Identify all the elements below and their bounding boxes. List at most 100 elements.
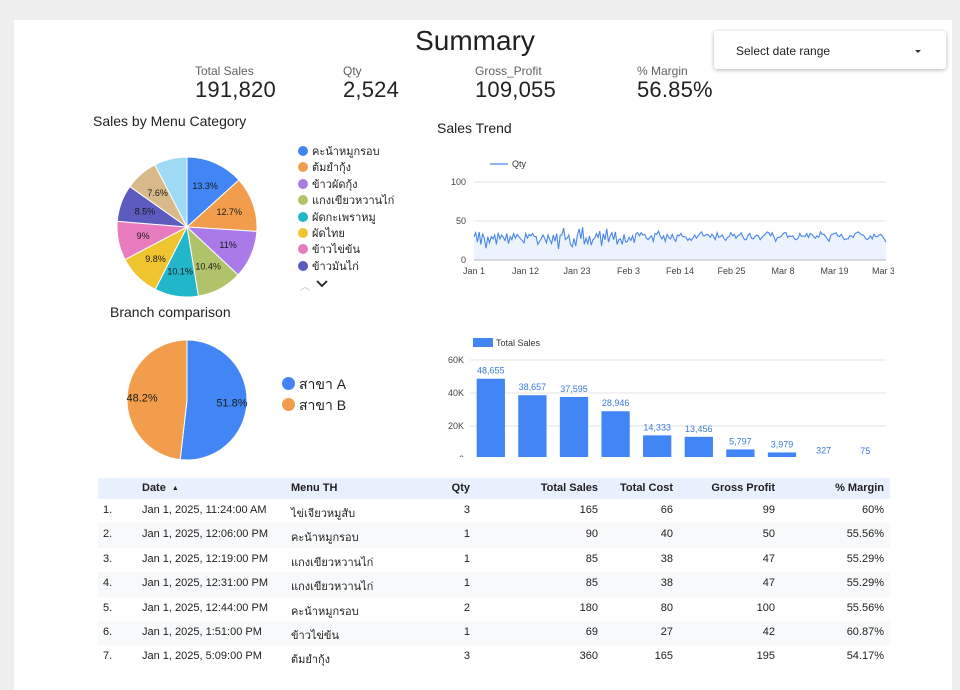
col-menu[interactable]: Menu TH — [291, 482, 338, 494]
cell-date: Jan 1, 2025, 12:19:00 PM — [142, 552, 268, 565]
pie-slice[interactable] — [126, 339, 188, 461]
table-row[interactable]: 4. Jan 1, 2025, 12:31:00 PM แกงเขียวหวานไก… — [98, 572, 890, 597]
cell-profit: 47 — [762, 577, 775, 590]
cell-cost: 66 — [660, 504, 673, 516]
cell-qty: 3 — [463, 650, 470, 663]
sales-trend-title: Sales Trend — [437, 120, 512, 136]
branch-title: Branch comparison — [110, 304, 231, 320]
report-canvas: Summary Select date range Total Sales 19… — [14, 20, 952, 690]
cell-idx: 4. — [103, 577, 113, 590]
legend-label: สาขา A — [299, 376, 347, 392]
table-row[interactable]: 3. Jan 1, 2025, 12:19:00 PM แกงเขียวหวานไก… — [98, 548, 890, 572]
dropdown-arrow-icon — [915, 50, 921, 53]
cell-qty: 3 — [463, 504, 470, 516]
bar[interactable] — [643, 435, 672, 457]
legend-label: สาขา B — [299, 397, 347, 413]
legend-item[interactable]: ข้าวมันไก่ — [298, 257, 359, 275]
legend-item[interactable]: สาขา A — [282, 374, 346, 396]
table-row[interactable]: 7. Jan 1, 2025, 5:09:00 PM ต้มยำกุ้ง 3 360 16… — [98, 645, 890, 669]
legend-item[interactable]: ข้าวผัดกุ้ง — [298, 175, 358, 193]
pie-menu-legend: คะน้าหมูกรอบ ต้มยำกุ้ง ข้าวผัดกุ้ง แกงเขียว… — [298, 142, 428, 302]
cell-sales: 180 — [579, 601, 598, 614]
legend-label: Qty — [512, 159, 527, 169]
col-margin[interactable]: % Margin — [835, 482, 884, 494]
cell-date: Jan 1, 2025, 12:06:00 PM — [142, 528, 268, 541]
legend-item[interactable]: ต้มยำกุ้ง — [298, 158, 351, 176]
bar[interactable] — [726, 449, 755, 457]
date-range-picker[interactable]: Select date range — [714, 31, 946, 69]
kpi-value: 191,820 — [195, 77, 276, 102]
bar[interactable] — [601, 411, 630, 457]
x-tick-label: Mar 8 — [771, 266, 794, 276]
cell-profit: 99 — [762, 504, 775, 516]
kpi-label: % Margin — [637, 64, 688, 78]
series-area — [474, 227, 886, 260]
pie-menu-chart: 13.3% 12.7% 11% 10.4%10.1%9.8% 9% 8.5% 7.6% — [116, 156, 258, 298]
legend-item[interactable]: ผัดกะเพราหมู — [298, 208, 376, 226]
x-tick-label: Mar 19 — [820, 266, 848, 276]
legend-swatch — [282, 377, 295, 390]
cell-cost: 27 — [660, 625, 673, 638]
legend-prev-icon[interactable]: ︿ — [300, 282, 310, 293]
bar[interactable] — [559, 396, 589, 457]
cell-margin: 60.87% — [846, 625, 884, 638]
pie-slice-label: 8.5% — [135, 207, 156, 217]
cell-idx: 6. — [103, 625, 113, 638]
legend-item[interactable]: ผัดไทย — [298, 224, 345, 242]
bar[interactable] — [476, 378, 505, 457]
col-qty[interactable]: Qty — [451, 482, 470, 494]
page-title: Summary — [415, 25, 535, 56]
cell-profit: 100 — [756, 601, 775, 614]
bar-value-label: 13,456 — [685, 424, 713, 434]
series-line-qty[interactable] — [473, 227, 887, 250]
cell-sales: 85 — [585, 577, 598, 590]
legend-item[interactable]: สาขา B — [282, 395, 346, 417]
col-date-label: Date — [142, 482, 166, 494]
cell-qty: 1 — [463, 625, 470, 638]
legend-label: ผัดกะเพราหมู — [312, 211, 376, 224]
col-gross-profit[interactable]: Gross Profit — [711, 482, 775, 494]
col-total-cost[interactable]: Total Cost — [620, 482, 673, 494]
bar-value-label: 28,946 — [602, 398, 630, 408]
pie-slice[interactable] — [154, 156, 188, 228]
cell-date: Jan 1, 2025, 12:31:00 PM — [142, 577, 268, 590]
cell-sales: 360 — [579, 650, 598, 663]
pie-slice[interactable] — [179, 339, 248, 461]
kpi-qty: Qty 2,524 — [343, 64, 399, 103]
cell-idx: 7. — [103, 650, 113, 663]
bar[interactable] — [684, 436, 713, 457]
bar-value-label: 37,595 — [560, 384, 588, 394]
y-tick-label: 20K — [448, 421, 464, 431]
cell-margin: 60% — [861, 504, 884, 516]
cell-cost: 38 — [660, 577, 673, 590]
legend-next-icon[interactable] — [316, 276, 328, 294]
table-row[interactable]: 6. Jan 1, 2025, 1:51:00 PM ข้าวไข่ข้น 1 69 27… — [98, 620, 890, 646]
cell-menu: แกงเขียวหวานไก่ — [291, 581, 374, 594]
table-row[interactable]: 2. Jan 1, 2025, 12:06:00 PM คะน้าหมูกรอบ 1 9… — [98, 523, 890, 548]
table-row[interactable]: 1. Jan 1, 2025, 11:24:00 AM ไข่เจียวหมูสับ… — [98, 499, 890, 523]
bar[interactable] — [518, 395, 547, 457]
legend-item[interactable]: ข้าวไข่ข้น — [298, 240, 360, 258]
pie-slice-label: 13.3% — [192, 181, 218, 191]
legend-item[interactable]: แกงเขียวหวานไก่ — [298, 191, 394, 209]
x-tick-label: Jan 1 — [463, 266, 485, 276]
cell-sales: 90 — [585, 528, 598, 541]
pie-slice[interactable] — [185, 179, 258, 232]
bar[interactable] — [767, 452, 797, 457]
kpi-margin: % Margin 56.85% — [637, 64, 713, 103]
pie-slice-label: 9.8% — [145, 254, 166, 264]
legend-item[interactable]: คะน้าหมูกรอบ — [298, 142, 380, 160]
y-tick-label: 50 — [456, 216, 466, 226]
cell-cost: 80 — [660, 601, 673, 614]
branch-pie-chart: 51.8% 48.2% — [126, 339, 248, 461]
legend-swatch — [298, 260, 308, 271]
cell-date: Jan 1, 2025, 11:24:00 AM — [142, 504, 267, 516]
table-row[interactable]: 5. Jan 1, 2025, 12:44:00 PM คะน้าหมูกรอบ 2 1… — [98, 597, 890, 621]
cell-idx: 1. — [103, 504, 113, 516]
col-total-sales[interactable]: Total Sales — [540, 482, 598, 494]
col-date[interactable]: Date ▲ — [142, 482, 179, 494]
kpi-total-sales: Total Sales 191,820 — [195, 64, 276, 103]
pie-slice[interactable] — [186, 156, 240, 229]
pie-slice-label: 51.8% — [216, 398, 247, 410]
cell-cost: 38 — [660, 552, 673, 565]
